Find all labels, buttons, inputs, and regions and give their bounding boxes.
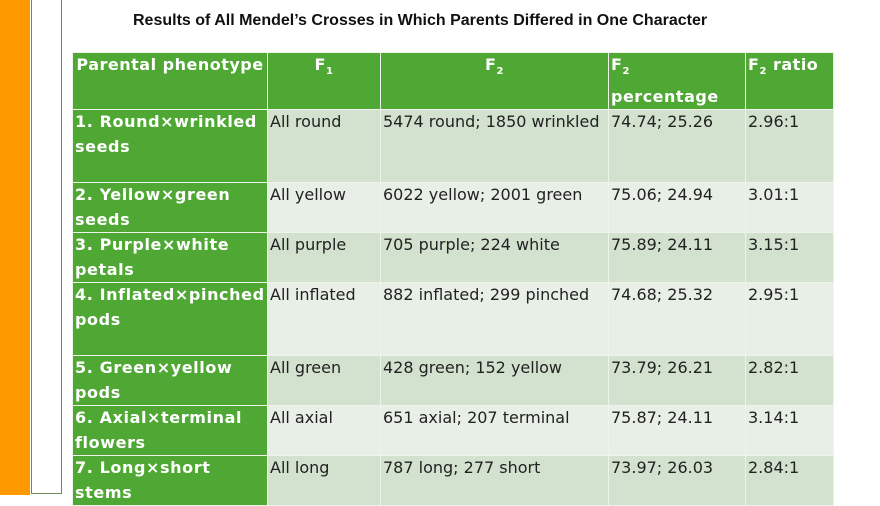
cell-f2-percentage: 75.87; 24.11 bbox=[608, 405, 746, 457]
table-row: 2. Yellow×green seeds All yellow 6022 yell… bbox=[72, 182, 834, 234]
table-row: 4. Inflated×pinched pods All inflated 882 … bbox=[72, 282, 834, 357]
header-f2-ratio: F2 ratio bbox=[745, 51, 834, 111]
cell-phenotype: 4. Inflated×pinched pods bbox=[72, 282, 268, 357]
cell-f1: All axial bbox=[267, 405, 381, 457]
slide-title: Results of All Mendel’s Crosses in Which… bbox=[133, 12, 708, 29]
cell-f2-ratio: 3.01:1 bbox=[745, 182, 834, 234]
cell-f2: 882 inflated; 299 pinched bbox=[380, 282, 609, 357]
cell-f2-percentage: 75.06; 24.94 bbox=[608, 182, 746, 234]
cell-phenotype: 3. Purple×white petals bbox=[72, 232, 268, 284]
table-row: 5. Green×yellow pods All green 428 green; … bbox=[72, 355, 834, 407]
cell-f2-ratio: 3.15:1 bbox=[745, 232, 834, 284]
cell-phenotype: 1. Round×wrinkled seeds bbox=[72, 109, 268, 184]
cell-f2: 705 purple; 224 white bbox=[380, 232, 609, 284]
cell-f2: 428 green; 152 yellow bbox=[380, 355, 609, 407]
header-f1: F1 bbox=[267, 51, 381, 111]
cell-f2-percentage: 74.68; 25.32 bbox=[608, 282, 746, 357]
cell-phenotype: 6. Axial×terminal flowers bbox=[72, 405, 268, 457]
cell-f2-percentage: 73.79; 26.21 bbox=[608, 355, 746, 407]
cell-phenotype: 7. Long×short stems bbox=[72, 455, 268, 506]
cell-f2-ratio: 2.96:1 bbox=[745, 109, 834, 184]
cell-f2: 5474 round; 1850 wrinkled bbox=[380, 109, 609, 184]
header-f2-percentage: F2 percentage bbox=[608, 51, 746, 111]
cell-phenotype: 5. Green×yellow pods bbox=[72, 355, 268, 407]
cell-phenotype: 2. Yellow×green seeds bbox=[72, 182, 268, 234]
table-row: 7. Long×short stems All long 787 long; 277… bbox=[72, 455, 834, 506]
cell-f2-percentage: 75.89; 24.11 bbox=[608, 232, 746, 284]
table-row: 6. Axial×terminal flowers All axial 651 ax… bbox=[72, 405, 834, 457]
cell-f2: 6022 yellow; 2001 green bbox=[380, 182, 609, 234]
cell-f1: All long bbox=[267, 455, 381, 506]
cell-f2-ratio: 2.82:1 bbox=[745, 355, 834, 407]
table-row: 1. Round×wrinkled seeds All round 5474 rou… bbox=[72, 109, 834, 184]
table-row: 3. Purple×white petals All purple 705 purp… bbox=[72, 232, 834, 284]
side-frame bbox=[31, 0, 62, 494]
cell-f2: 651 axial; 207 terminal bbox=[380, 405, 609, 457]
cell-f1: All round bbox=[267, 109, 381, 184]
cell-f1: All inflated bbox=[267, 282, 381, 357]
header-parental: Parental phenotype bbox=[72, 51, 268, 111]
cell-f1: All yellow bbox=[267, 182, 381, 234]
mendel-crosses-table: Parental phenotype F1 F2 F2 percentage F2… bbox=[72, 51, 834, 506]
cell-f2: 787 long; 277 short bbox=[380, 455, 609, 506]
cell-f2-ratio: 3.14:1 bbox=[745, 405, 834, 457]
header-row: Parental phenotype F1 F2 F2 percentage F2… bbox=[72, 51, 834, 111]
cell-f1: All purple bbox=[267, 232, 381, 284]
cell-f2-ratio: 2.84:1 bbox=[745, 455, 834, 506]
orange-accent-bar bbox=[0, 0, 30, 495]
cell-f2-percentage: 74.74; 25.26 bbox=[608, 109, 746, 184]
cell-f2-ratio: 2.95:1 bbox=[745, 282, 834, 357]
cell-f1: All green bbox=[267, 355, 381, 407]
cell-f2-percentage: 73.97; 26.03 bbox=[608, 455, 746, 506]
header-f2: F2 bbox=[380, 51, 609, 111]
